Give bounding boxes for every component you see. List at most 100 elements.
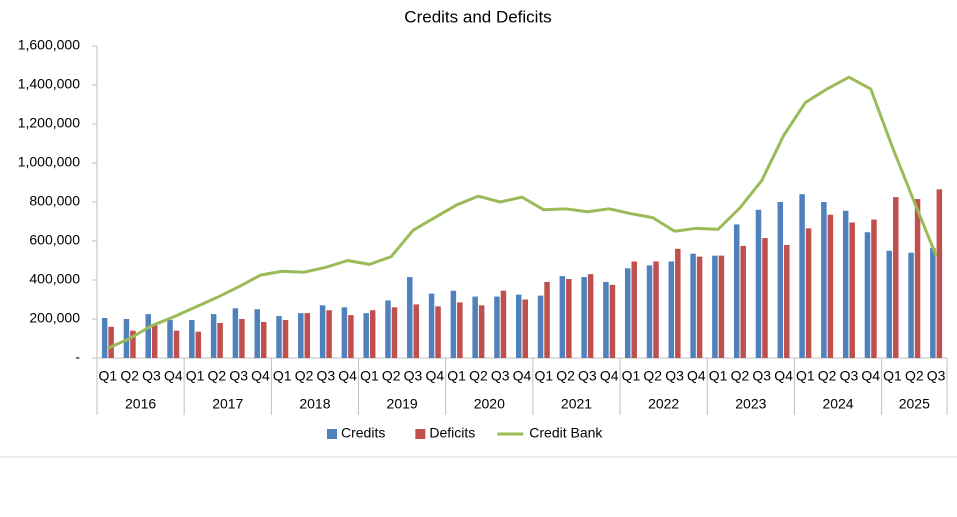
x-tick-label: Q2 — [731, 368, 750, 384]
x-tick-label: Q4 — [164, 368, 183, 384]
bar — [450, 290, 457, 358]
y-tick-label: 400,000 — [29, 271, 80, 287]
bar — [282, 319, 289, 358]
bar — [369, 310, 376, 358]
x-tick-label: Q3 — [840, 368, 859, 384]
bar — [428, 293, 435, 358]
x-tick-label: Q2 — [643, 368, 662, 384]
bar — [871, 219, 877, 358]
x-tick-label: Q3 — [229, 368, 248, 384]
x-tick-label: Q2 — [120, 368, 139, 384]
x-tick-label: Q1 — [796, 368, 815, 384]
bar — [151, 324, 158, 358]
x-group-label: 2019 — [387, 396, 418, 412]
bar — [886, 250, 893, 358]
x-group-label: 2018 — [299, 396, 330, 412]
legend-swatch — [415, 429, 426, 439]
bar — [478, 305, 485, 358]
x-tick-label: Q3 — [142, 368, 161, 384]
legend-label: Credits — [341, 425, 385, 441]
x-group-label: 2025 — [899, 396, 930, 412]
x-tick-label: Q3 — [491, 368, 510, 384]
bar — [413, 304, 420, 358]
y-tick-label: 1,400,000 — [18, 76, 80, 92]
x-tick-label: Q2 — [905, 368, 924, 384]
x-tick-label: Q1 — [622, 368, 641, 384]
x-group-label: 2020 — [474, 396, 505, 412]
y-tick-label: 1,600,000 — [18, 37, 80, 53]
bar — [435, 306, 441, 358]
bar — [407, 277, 413, 358]
bar — [500, 290, 507, 358]
x-tick-label: Q4 — [600, 368, 619, 384]
x-tick-label: Q4 — [861, 368, 880, 384]
bar — [391, 307, 398, 358]
bar — [537, 295, 544, 358]
bar — [276, 316, 282, 358]
bar — [516, 294, 522, 358]
bar — [108, 326, 114, 358]
bar — [385, 300, 391, 358]
bar — [914, 199, 921, 358]
bar — [304, 313, 311, 358]
bar — [457, 302, 463, 358]
bar — [232, 308, 239, 358]
x-tick-label: Q3 — [404, 368, 423, 384]
line — [107, 75, 938, 350]
bar — [864, 232, 871, 358]
x-tick-label: Q2 — [818, 368, 837, 384]
y-tick-label: 600,000 — [29, 232, 80, 248]
x-tick-label: Q4 — [687, 368, 706, 384]
bar — [740, 245, 746, 358]
bar — [762, 238, 768, 358]
y-tick-label: 1,200,000 — [18, 115, 80, 131]
bar — [668, 261, 675, 358]
x-tick-label: Q2 — [556, 368, 575, 384]
bar — [653, 261, 659, 358]
x-tick-label: Q3 — [665, 368, 684, 384]
x-tick-label: Q1 — [883, 368, 902, 384]
bar — [936, 189, 943, 358]
legend-label: Deficits — [429, 425, 475, 441]
bar — [254, 309, 260, 358]
bar — [559, 276, 566, 358]
bar — [544, 281, 550, 358]
x-tick-label: Q4 — [774, 368, 793, 384]
bar — [646, 265, 653, 358]
y-tick-label: - — [75, 349, 80, 365]
y-tick-label: 800,000 — [29, 193, 80, 209]
x-group-label: 2016 — [125, 396, 156, 412]
bar — [827, 214, 834, 358]
bar — [624, 268, 631, 358]
x-tick-label: Q1 — [186, 368, 205, 384]
bar — [173, 330, 180, 358]
bar — [145, 314, 151, 358]
x-tick-label: Q2 — [208, 368, 227, 384]
bar — [472, 296, 478, 358]
y-tick-label: 200,000 — [29, 310, 80, 326]
bar — [319, 305, 326, 358]
x-group-label: 2021 — [561, 396, 592, 412]
x-group-label: 2017 — [212, 396, 243, 412]
bar — [260, 321, 267, 358]
bar — [587, 274, 594, 358]
bar — [189, 319, 195, 358]
bar — [849, 222, 855, 358]
x-group-label: 2024 — [822, 396, 853, 412]
bar — [341, 307, 348, 358]
legend-swatch — [327, 429, 337, 439]
bar — [842, 210, 849, 358]
x-tick-label: Q1 — [99, 368, 118, 384]
x-tick-label: Q1 — [273, 368, 292, 384]
bar — [195, 331, 202, 358]
x-tick-label: Q2 — [382, 368, 401, 384]
x-tick-label: Q4 — [513, 368, 532, 384]
x-tick-label: Q4 — [425, 368, 444, 384]
bar — [609, 284, 616, 358]
bar — [675, 248, 681, 358]
bar — [821, 202, 827, 358]
legend-label: Credit Bank — [529, 425, 603, 441]
x-tick-label: Q3 — [752, 368, 771, 384]
bar — [167, 319, 173, 358]
